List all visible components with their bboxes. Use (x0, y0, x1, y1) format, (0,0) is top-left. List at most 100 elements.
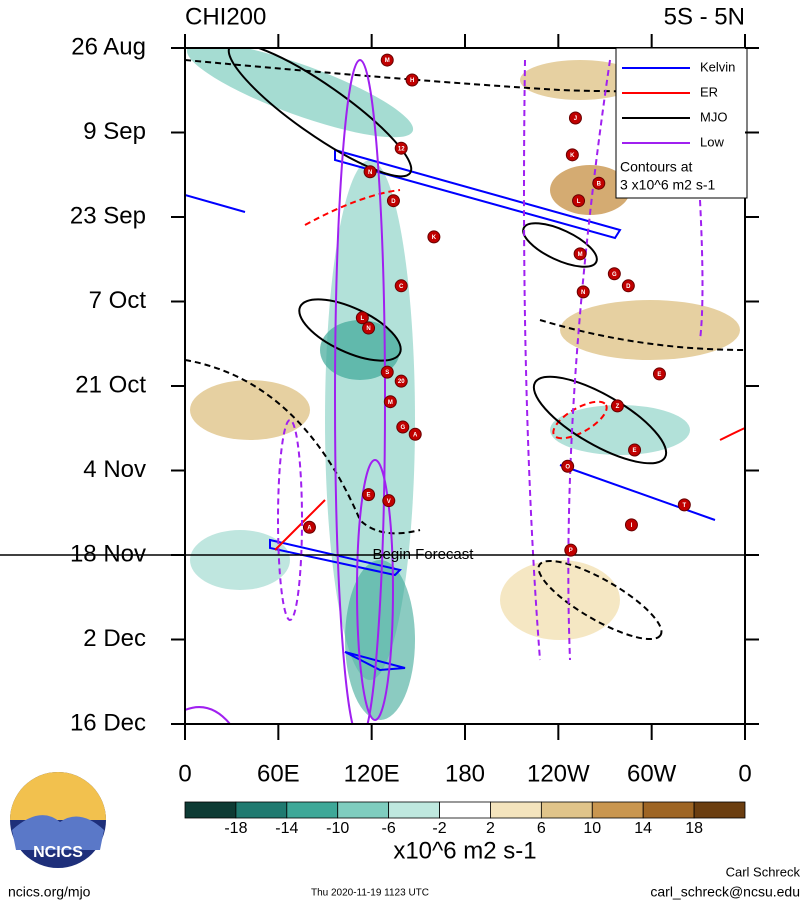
storm-marker (394, 374, 408, 388)
storm-marker (572, 194, 586, 208)
y-tick-label: 21 Oct (75, 371, 146, 398)
storm-marker (561, 459, 575, 473)
storm-marker (565, 148, 579, 162)
storm-marker (386, 194, 400, 208)
colorbar-box (439, 801, 491, 819)
email: carl_schreck@ncsu.edu (650, 884, 800, 900)
legend-label: MJO (700, 109, 727, 124)
storm-label: G (612, 272, 617, 278)
x-tick-label: 120W (527, 760, 590, 787)
storm-marker (362, 488, 376, 502)
contour-note: 3 x10^6 m2 s-1 (620, 177, 715, 193)
y-tick-label: 4 Nov (83, 456, 146, 483)
colorbar-tick-label: 14 (634, 820, 652, 837)
storm-marker (383, 395, 397, 409)
chart-subtitle: 5S - 5N (664, 3, 745, 30)
colorbar-tick-label: 6 (537, 820, 546, 837)
storm-marker (564, 543, 578, 557)
forecast-label: Begin Forecast (373, 546, 475, 563)
storm-marker (394, 141, 408, 155)
colorbar-tick-label: 2 (486, 820, 495, 837)
colorbar-box (337, 801, 390, 819)
y-tick-label: 9 Sep (83, 118, 146, 145)
storm-marker (380, 53, 394, 67)
colorbar-box (286, 801, 339, 819)
storm-label: E (657, 372, 661, 378)
storm-label: N (368, 170, 372, 176)
storm-marker (405, 73, 419, 87)
storm-marker (355, 311, 369, 325)
storm-marker (568, 111, 582, 125)
storm-marker (621, 279, 635, 293)
storm-marker (302, 520, 316, 534)
legend-label: Low (700, 134, 724, 149)
storm-marker (573, 247, 587, 261)
credit: Carl Schreck (726, 864, 801, 879)
legend-label: ER (700, 84, 718, 99)
storm-marker (363, 165, 377, 179)
storm-label: M (388, 400, 393, 406)
storm-label: J (574, 116, 577, 122)
colorbar-box (388, 801, 440, 819)
logo: NCICS (10, 772, 106, 868)
y-tick-label: 26 Aug (71, 33, 146, 60)
storm-label: A (413, 432, 418, 438)
storm-label: L (577, 199, 581, 205)
storm-marker (427, 230, 441, 244)
colorbar-label: x10^6 m2 s-1 (393, 837, 536, 864)
storm-marker (576, 285, 590, 299)
colorbar-tick-label: -2 (432, 820, 446, 837)
colorbar-box (184, 801, 237, 819)
x-tick-label: 60E (257, 760, 300, 787)
x-tick-label: 0 (738, 760, 751, 787)
storm-label: D (391, 199, 396, 205)
y-tick-label: 23 Sep (70, 202, 146, 229)
colorbar-box (490, 801, 542, 819)
overlay: Begin ForecastMH12NDKCLNS20MGAEVAJKBLMGD… (0, 53, 745, 563)
timestamp: Thu 2020-11-19 1123 UTC (311, 888, 429, 899)
x-tick-label: 180 (445, 760, 485, 787)
colorbar-box (642, 801, 695, 819)
colorbar-tick-label: 18 (685, 820, 703, 837)
storm-marker (677, 498, 691, 512)
url: ncics.org/mjo (8, 884, 91, 900)
contour-note: Contours at (620, 159, 692, 175)
y-tick-label: 18 Nov (70, 540, 146, 567)
x-tick-label: 60W (627, 760, 677, 787)
colorbar-tick-label: -10 (326, 820, 349, 837)
storm-marker (394, 279, 408, 293)
storm-marker (408, 427, 422, 441)
y-tick-label: 2 Dec (83, 625, 146, 652)
storm-label: K (432, 235, 437, 241)
storm-label: H (410, 78, 414, 84)
colorbar-tick-label: -6 (382, 820, 396, 837)
storm-label: T (682, 503, 686, 509)
storm-marker (396, 420, 410, 434)
storm-label: 20 (398, 379, 405, 385)
legend-label: Kelvin (700, 59, 735, 74)
storm-label: M (578, 252, 583, 258)
storm-label: D (626, 284, 631, 290)
colorbar-box (693, 801, 746, 819)
field-shading (186, 48, 740, 720)
storm-label: C (399, 284, 404, 290)
colorbar-box (235, 801, 288, 819)
storm-label: P (569, 548, 573, 554)
colorbar-tick-label: -14 (275, 820, 298, 837)
colorbar-box (591, 801, 644, 819)
storm-label: G (400, 425, 405, 431)
storm-label: 12 (398, 146, 405, 152)
storm-label: E (367, 493, 371, 499)
storm-label: B (597, 181, 602, 187)
storm-label: E (633, 448, 637, 454)
colorbar-tick-label: -18 (224, 820, 247, 837)
storm-label: N (581, 290, 585, 296)
y-tick-label: 16 Dec (70, 709, 146, 736)
storm-label: K (570, 153, 575, 159)
chart-title: CHI200 (185, 3, 266, 30)
storm-marker (628, 443, 642, 457)
storm-label: S (385, 370, 389, 376)
x-tick-label: 0 (178, 760, 191, 787)
colorbar-box (540, 801, 593, 819)
